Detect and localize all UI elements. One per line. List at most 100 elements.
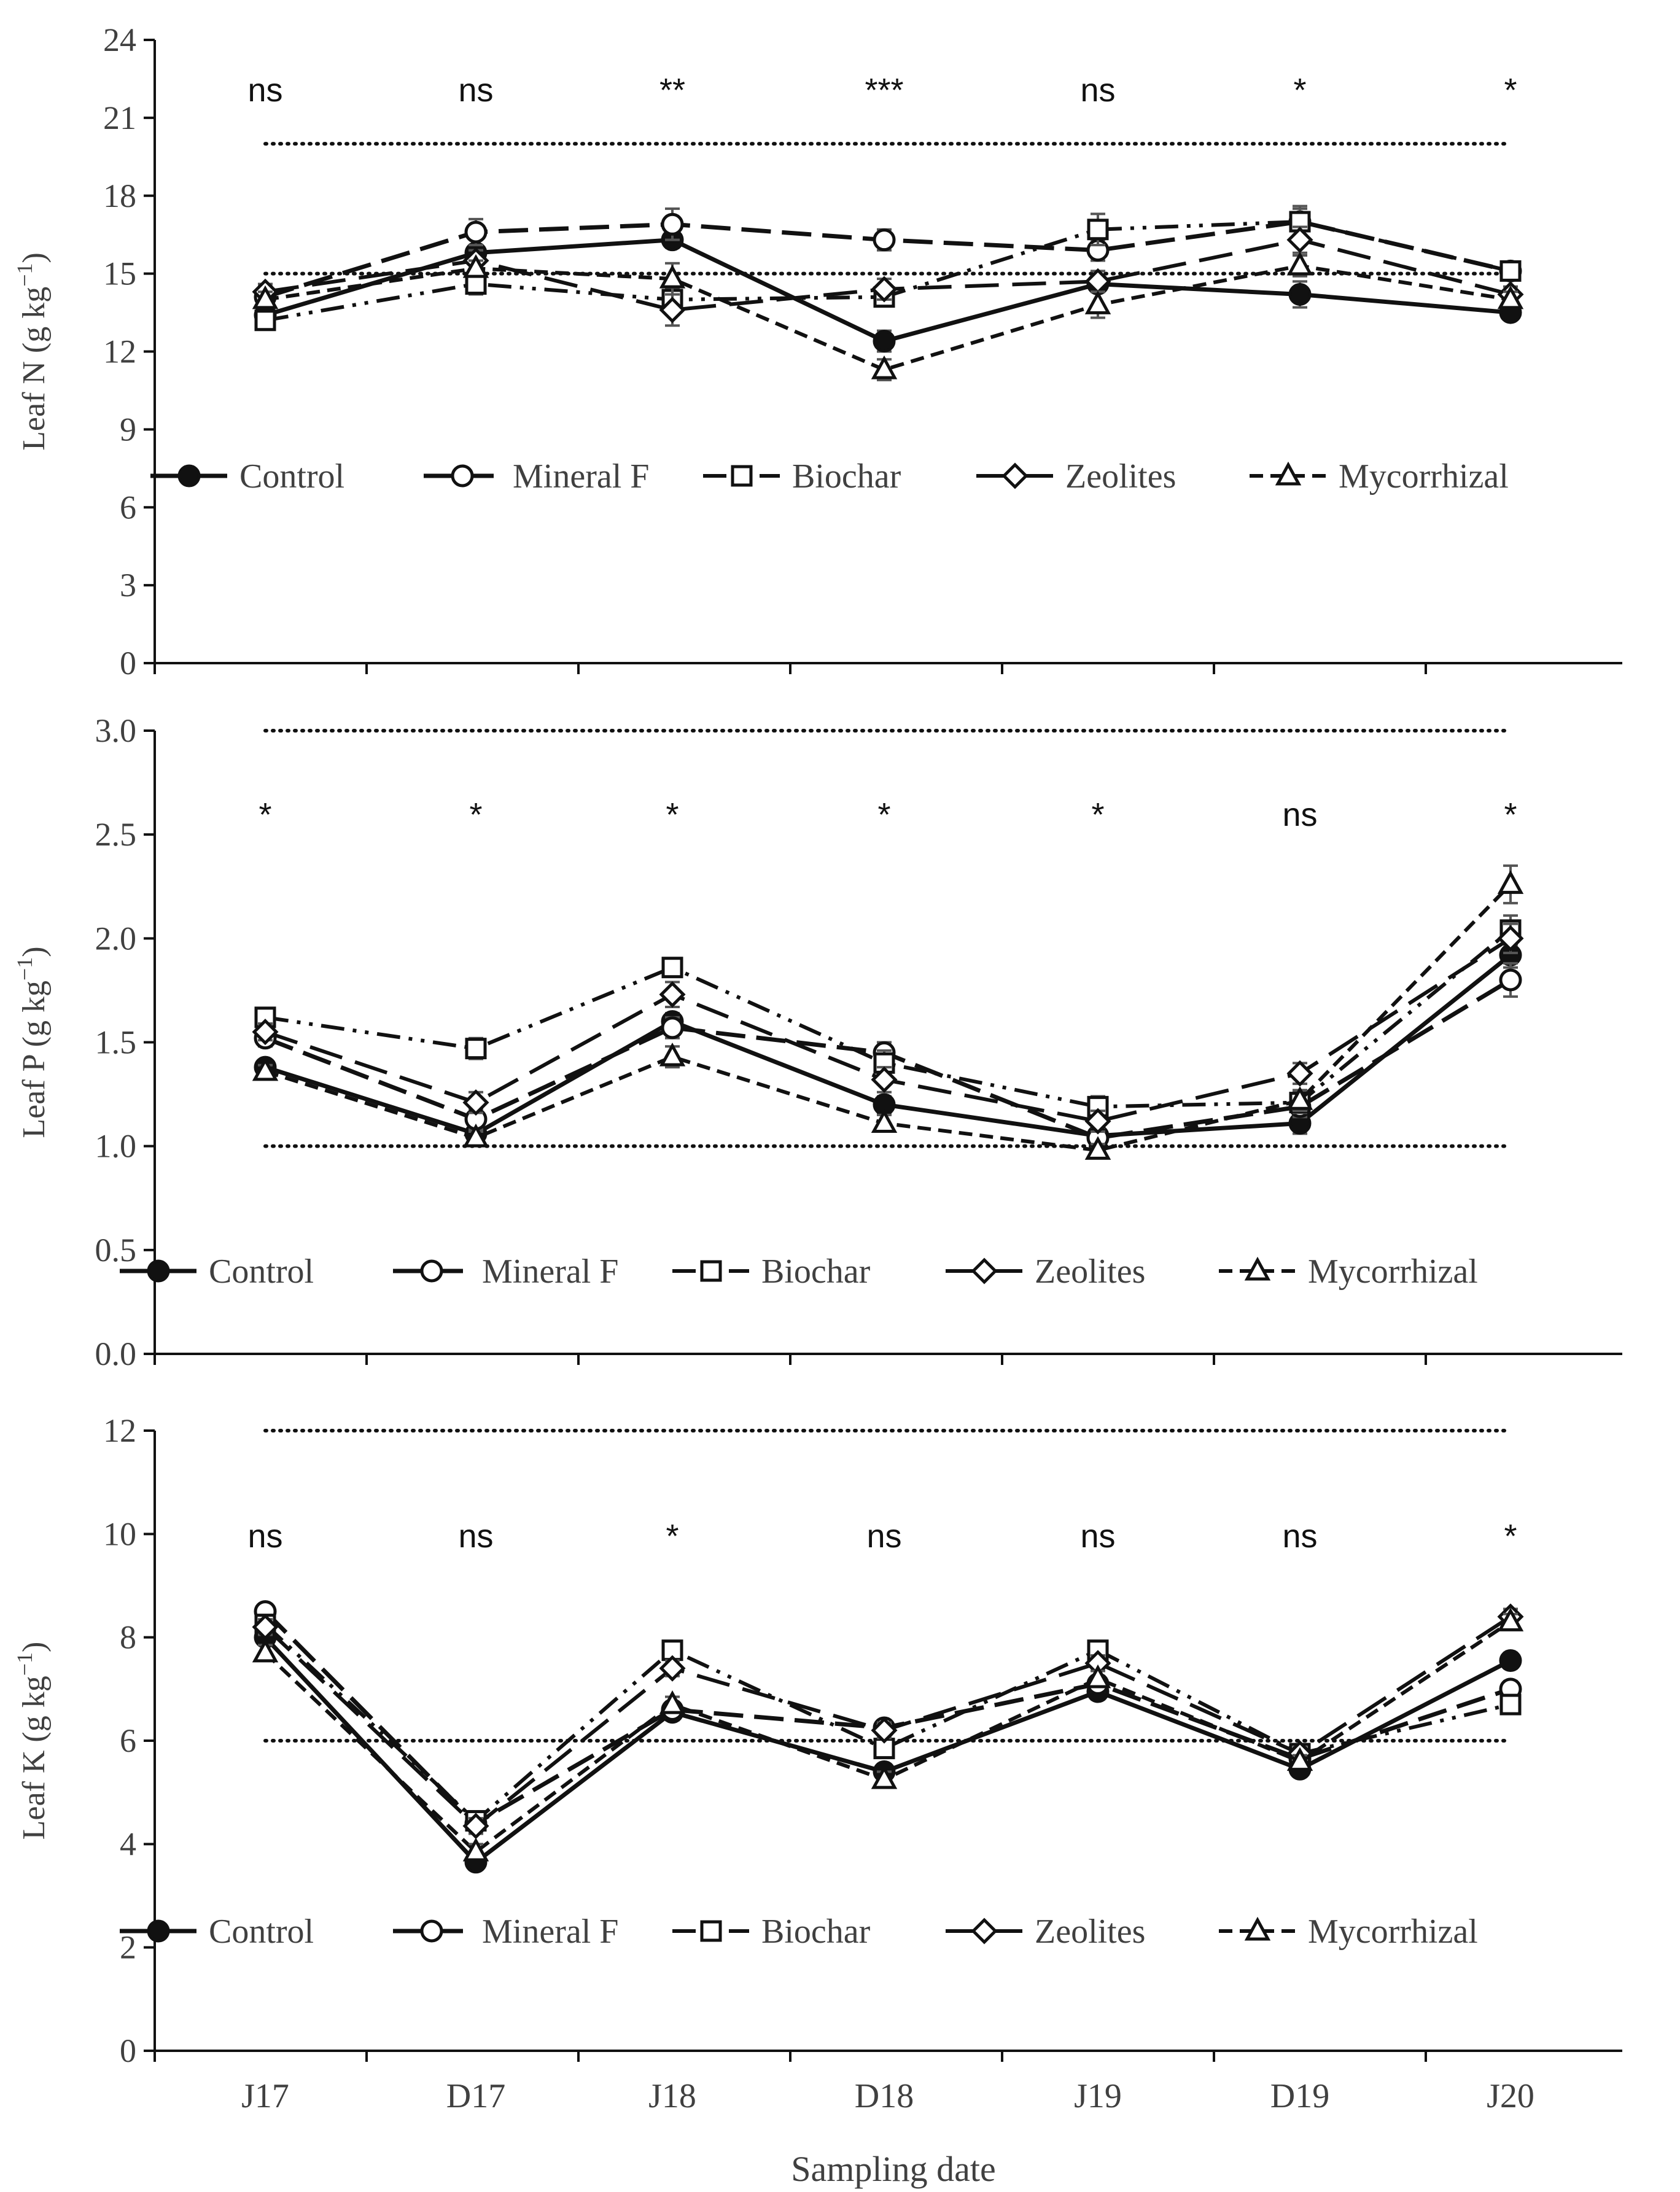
- legend-marker-biochar: [700, 1920, 722, 1942]
- y-tick-label: 3: [120, 567, 136, 604]
- leaf-p-panel: 0.0 0.5 1.0 1.5 2.0 2.5 3.0 Leaf P (g kg−1) * * * *…: [12, 712, 1622, 1372]
- legend-marker-mycorrhizal: [1244, 1916, 1271, 1941]
- significance-label: *: [1504, 796, 1517, 833]
- series-mycorrhizal: [252, 251, 1524, 382]
- data-point-mineral-f: [873, 228, 896, 252]
- data-point-zeolites: [252, 1614, 279, 1641]
- data-point-mycorrhizal: [252, 1057, 279, 1081]
- data-point-mycorrhizal: [659, 1690, 686, 1714]
- y-axis-title-superscript: −1: [12, 263, 37, 286]
- x-tick-label: D18: [855, 2077, 914, 2115]
- y-axis-title-text: Leaf N (g kg: [17, 287, 52, 451]
- data-point-mycorrhizal: [1286, 1747, 1313, 1771]
- series-mycorrhizal: [252, 864, 1524, 1160]
- data-point-control: [873, 330, 896, 353]
- data-point-mycorrhizal: [1084, 1136, 1111, 1160]
- data-point-zeolites: [1497, 925, 1524, 952]
- y-tick-label: 12: [103, 333, 136, 370]
- legend-label-mycorrhizal: Mycorrhizal: [1308, 1253, 1478, 1291]
- data-point-zeolites: [1084, 1108, 1111, 1135]
- y-tick-label: 1.0: [95, 1128, 137, 1165]
- y-axis-title: Leaf P (g kg−1): [12, 946, 52, 1138]
- data-point-mycorrhizal: [1497, 870, 1524, 894]
- data-point-biochar: [661, 957, 683, 979]
- legend-marker-control: [177, 464, 201, 488]
- data-point-mycorrhizal: [1286, 1086, 1313, 1110]
- legend-marker-mineral-f: [420, 1919, 443, 1943]
- significance-label: *: [1091, 796, 1104, 833]
- legend-label-zeolites: Zeolites: [1035, 1913, 1145, 1951]
- y-tick-label: 8: [120, 1619, 136, 1656]
- data-point-mycorrhizal: [462, 1837, 489, 1862]
- data-point-mineral-f: [661, 1016, 684, 1040]
- legend-marker-zeolites: [971, 1918, 998, 1945]
- legend-label-biochar: Biochar: [792, 457, 901, 496]
- legend-label-mycorrhizal: Mycorrhizal: [1308, 1913, 1478, 1951]
- data-point-biochar: [1087, 219, 1109, 241]
- y-tick-label: 0: [120, 645, 136, 682]
- y-tick-label: 21: [103, 99, 136, 136]
- y-tick-label: 10: [103, 1515, 136, 1552]
- data-point-mycorrhizal: [1497, 285, 1524, 309]
- y-tick-label: 18: [103, 177, 136, 214]
- x-tick-label: D19: [1270, 2077, 1329, 2115]
- significance-label: ns: [866, 1518, 901, 1555]
- data-point-biochar: [465, 1038, 487, 1060]
- y-tick-label: 12: [103, 1412, 136, 1449]
- data-point-control: [1288, 282, 1312, 306]
- significance-label: ns: [247, 72, 282, 109]
- legend-item-mycorrhizal: Mycorrhizal: [1219, 1253, 1478, 1291]
- data-point-mineral-f: [464, 220, 488, 244]
- legend-item-mycorrhizal: Mycorrhizal: [1219, 1913, 1478, 1951]
- series-mycorrhizal: [252, 1607, 1524, 1862]
- series-zeolites: [252, 922, 1524, 1135]
- significance-label: ***: [865, 72, 903, 109]
- data-point-mycorrhizal: [659, 264, 686, 289]
- y-tick-label: 4: [120, 1825, 136, 1862]
- data-point-zeolites: [871, 276, 898, 303]
- series-zeolites: [252, 1603, 1524, 1840]
- significance-label: *: [877, 796, 890, 833]
- y-tick-label: 0.0: [95, 1335, 137, 1372]
- legend-marker-biochar: [731, 465, 753, 487]
- y-axis-title: Leaf N (g kg−1): [12, 252, 52, 451]
- data-point-biochar: [254, 309, 276, 332]
- y-tick-label: 6: [120, 1722, 136, 1759]
- legend-label-biochar: Biochar: [761, 1253, 871, 1291]
- data-point-zeolites: [871, 1066, 898, 1093]
- legend-label-biochar: Biochar: [761, 1913, 871, 1951]
- y-axis-title-tail: ): [17, 252, 52, 263]
- significance-label: *: [1504, 1518, 1517, 1555]
- x-axis-title: Sampling date: [791, 2149, 995, 2189]
- legend-item-control: Control: [150, 457, 344, 496]
- legend-marker-mineral-f: [451, 464, 474, 488]
- significance-label: ns: [458, 72, 493, 109]
- data-point-control: [1499, 1649, 1522, 1673]
- significance-label: *: [666, 1518, 679, 1555]
- y-axis-title-text: Leaf P (g kg: [17, 981, 52, 1138]
- legend-item-biochar: Biochar: [672, 1253, 871, 1291]
- legend-marker-mycorrhizal: [1244, 1256, 1271, 1281]
- x-tick-label: D17: [446, 2077, 505, 2115]
- data-point-mycorrhizal: [659, 1042, 686, 1067]
- legend-label-control: Control: [239, 457, 344, 496]
- legend-item-mineral-f: Mineral F: [393, 1913, 618, 1951]
- significance-label: ns: [1080, 1518, 1115, 1555]
- data-point-zeolites: [1286, 1060, 1313, 1087]
- significance-label: ns: [1080, 72, 1115, 109]
- legend: Control Mineral F Biochar Zeolites Mycorrhiz…: [120, 1913, 1478, 1951]
- x-tick-label: J19: [1074, 2077, 1122, 2115]
- legend-label-mineral-f: Mineral F: [513, 457, 649, 496]
- legend-marker-mycorrhizal: [1275, 461, 1302, 486]
- significance-label: *: [259, 796, 271, 833]
- legend-item-mineral-f: Mineral F: [424, 457, 649, 496]
- series-biochar: [254, 204, 1522, 332]
- y-tick-label: 24: [103, 21, 136, 58]
- significance-label: *: [666, 796, 679, 833]
- data-point-mycorrhizal: [1084, 290, 1111, 314]
- data-point-biochar: [1499, 260, 1522, 282]
- data-point-mycorrhizal: [462, 1123, 489, 1148]
- data-point-mycorrhizal: [462, 254, 489, 278]
